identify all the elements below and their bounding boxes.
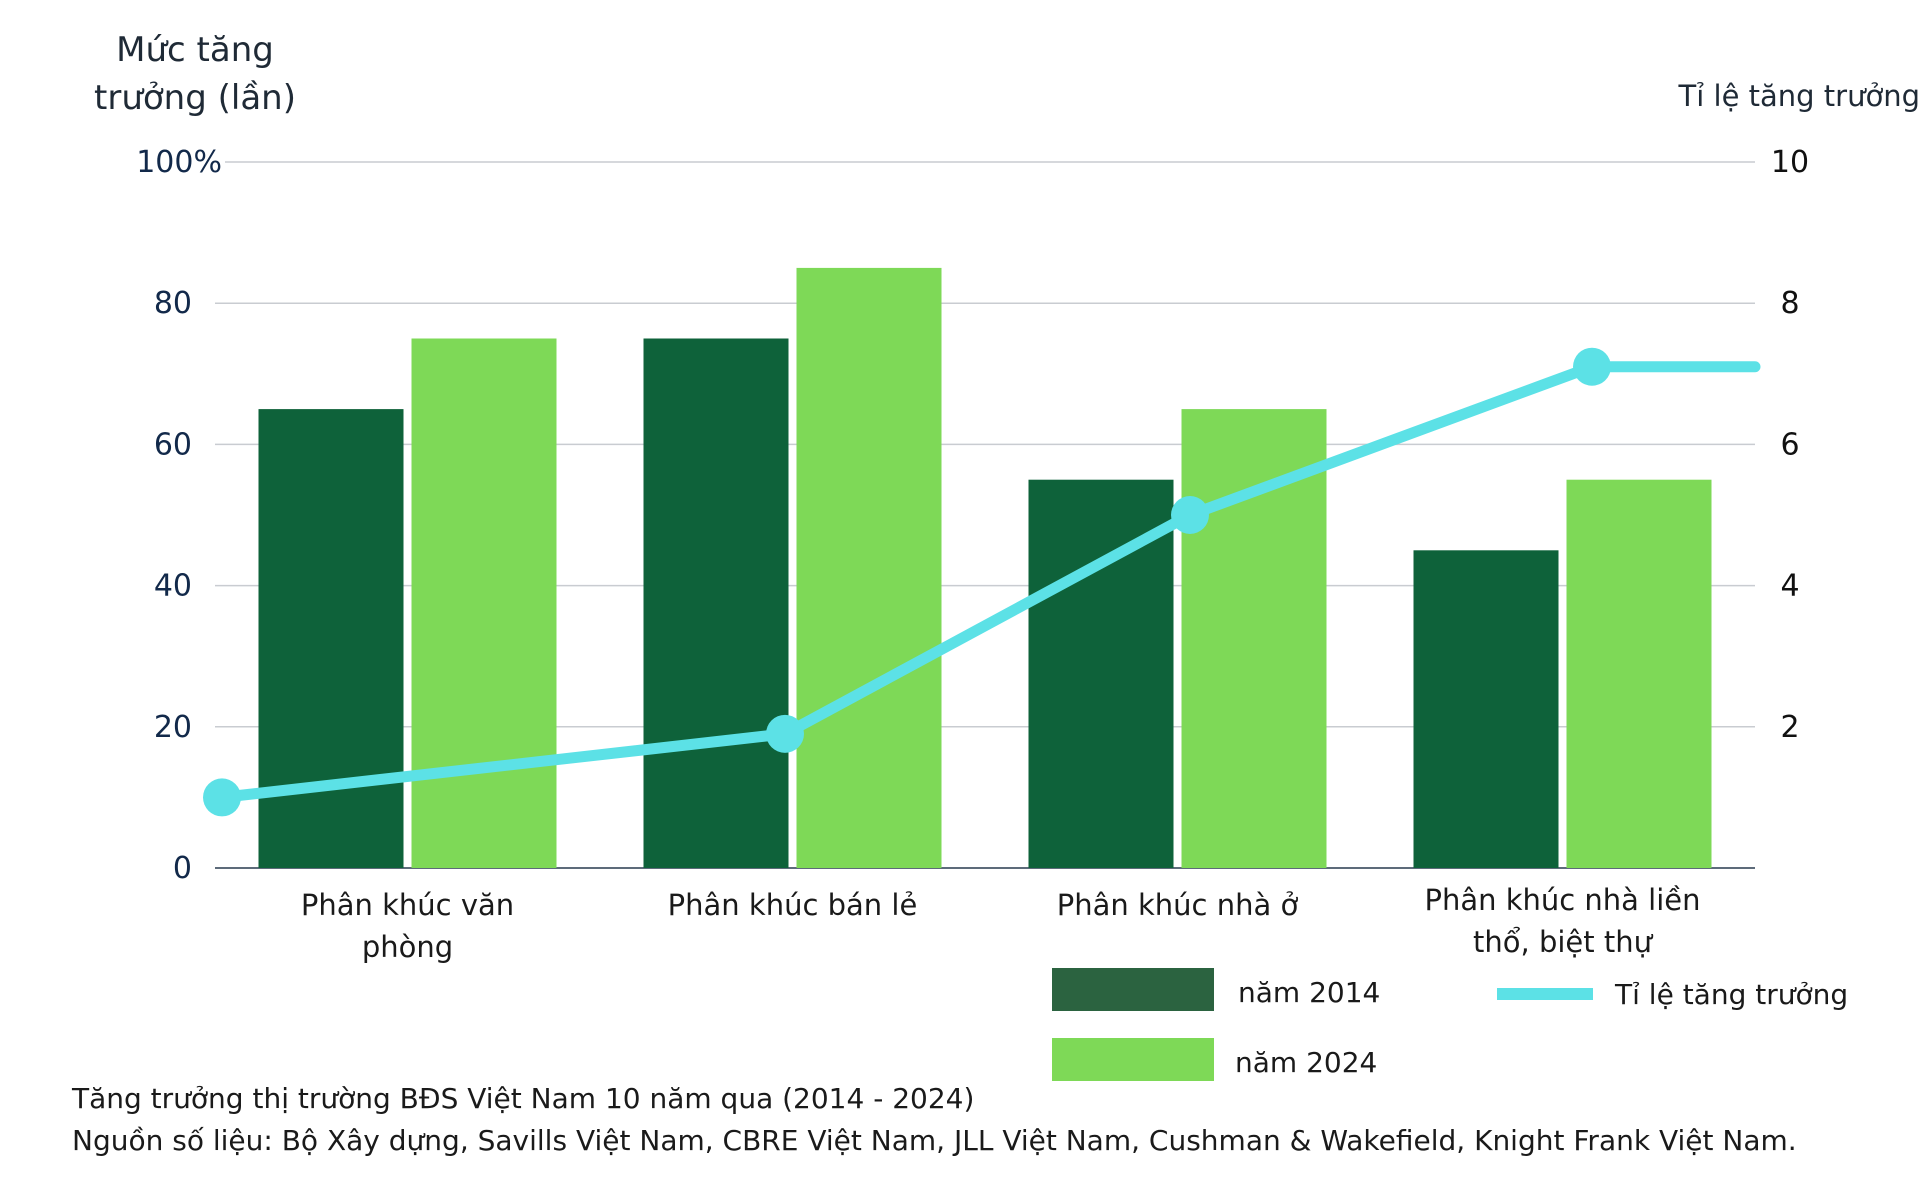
y2-tick-label: 2 xyxy=(1780,710,1799,745)
category-label: Phân khúc nhà ở xyxy=(1057,888,1299,922)
y-axis-title: Mức tăng trưởng (lần) xyxy=(94,30,296,118)
legend-swatch-2024 xyxy=(1052,1038,1214,1081)
y-tick-label: 60 xyxy=(154,427,192,462)
y-tick-label: 0 xyxy=(173,851,192,886)
bar-2024 xyxy=(1566,479,1712,868)
legend-label-2024: năm 2024 xyxy=(1235,1046,1377,1079)
bar-2024 xyxy=(796,267,942,868)
y2-tick-label: 10 xyxy=(1771,145,1809,180)
legend-label-growth: Tỉ lệ tăng trưởng xyxy=(1614,978,1848,1011)
y-tick-label: 20 xyxy=(154,710,192,745)
growth-rate-point xyxy=(766,714,804,753)
y2-tick-label: 6 xyxy=(1780,427,1799,462)
y-top-tick-label: 100% xyxy=(136,145,222,180)
legend-swatch-2014 xyxy=(1052,968,1214,1011)
bar-2024 xyxy=(411,338,557,868)
category-label: Phân khúc nhà liền xyxy=(1424,883,1700,917)
y2-tick-label: 4 xyxy=(1780,569,1799,604)
growth-rate-point xyxy=(1171,496,1209,534)
growth-rate-point xyxy=(203,778,241,817)
bar-2014 xyxy=(1413,550,1559,868)
category-label: phòng xyxy=(362,930,453,964)
growth-rate-point xyxy=(1573,347,1611,386)
category-label: Phân khúc bán lẻ xyxy=(668,888,918,922)
y2-axis-title: Tỉ lệ tăng trưởng xyxy=(1678,79,1920,113)
bar-2014 xyxy=(258,409,404,868)
y-tick-label: 80 xyxy=(154,286,192,321)
chart-caption: Tăng trưởng thị trường BĐS Việt Nam 10 n… xyxy=(72,1082,975,1115)
bar-2014 xyxy=(643,338,789,868)
data-source-note: Nguồn số liệu: Bộ Xây dựng, Savills Việt… xyxy=(72,1124,1797,1157)
y-tick-label: 40 xyxy=(154,569,192,604)
bar-2014 xyxy=(1028,479,1174,868)
category-label: Phân khúc văn xyxy=(301,888,514,922)
category-label: thổ, biệt thự xyxy=(1473,925,1654,959)
legend-label-2014: năm 2014 xyxy=(1238,976,1380,1009)
y2-tick-label: 8 xyxy=(1780,286,1799,321)
